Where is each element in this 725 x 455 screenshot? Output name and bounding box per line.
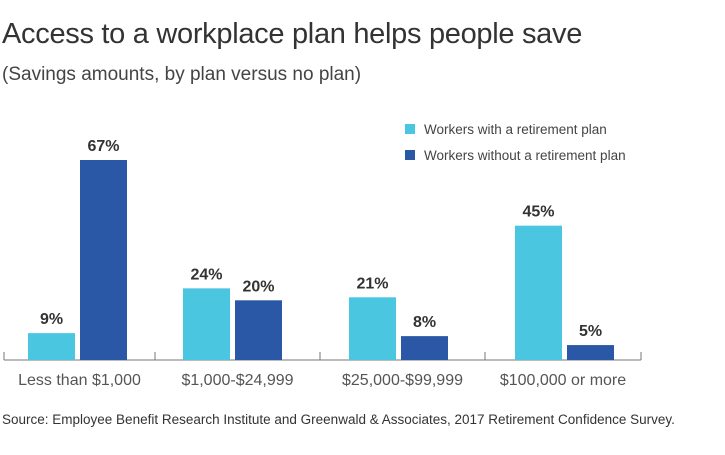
bar-with-plan	[515, 225, 562, 360]
data-label: 67%	[87, 138, 119, 155]
bar-with-plan	[349, 297, 396, 360]
source-note: Source: Employee Benefit Research Instit…	[2, 412, 675, 427]
data-label: 8%	[413, 314, 436, 331]
x-tick-label: $100,000 or more	[500, 372, 626, 389]
legend-label: Workers without a retirement plan	[424, 148, 626, 163]
bar-with-plan	[183, 288, 230, 360]
x-tick-label: Less than $1,000	[18, 372, 141, 389]
data-label: 45%	[522, 204, 554, 221]
x-tick-label: $1,000-$24,999	[181, 372, 293, 389]
bar-without-plan	[235, 300, 282, 360]
legend-swatch	[405, 124, 415, 134]
data-label: 24%	[190, 266, 222, 283]
chart-subtitle: (Savings amounts, by plan versus no plan…	[2, 64, 362, 85]
data-label: 5%	[579, 323, 602, 340]
bar-without-plan	[80, 160, 127, 360]
bar-without-plan	[401, 336, 448, 360]
x-tick-label: $25,000-$99,999	[342, 372, 463, 389]
bar-with-plan	[28, 333, 75, 360]
bar-without-plan	[567, 345, 614, 360]
data-label: 20%	[242, 278, 274, 295]
data-label: 9%	[40, 311, 63, 328]
legend-label: Workers with a retirement plan	[424, 122, 607, 137]
legend-swatch	[405, 150, 415, 160]
data-label: 21%	[356, 275, 388, 292]
chart-title: Access to a workplace plan helps people …	[2, 18, 583, 50]
